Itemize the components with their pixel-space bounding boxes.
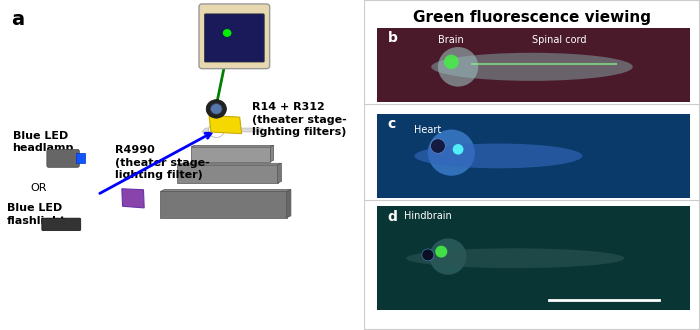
Circle shape [206, 100, 226, 118]
Polygon shape [278, 163, 281, 183]
Circle shape [209, 123, 224, 138]
Circle shape [430, 238, 466, 275]
Circle shape [422, 249, 434, 261]
FancyBboxPatch shape [47, 149, 79, 167]
Text: Blue LED
flashlight: Blue LED flashlight [7, 203, 66, 226]
Bar [377, 114, 690, 198]
Text: Spinal cord: Spinal cord [532, 35, 587, 45]
FancyBboxPatch shape [199, 4, 270, 69]
Circle shape [211, 104, 222, 114]
Bar [76, 153, 85, 163]
Text: Brain: Brain [438, 35, 463, 45]
Polygon shape [176, 163, 281, 165]
FancyBboxPatch shape [42, 218, 80, 231]
Circle shape [453, 144, 463, 154]
Circle shape [428, 129, 475, 176]
Text: a: a [10, 10, 24, 29]
Bar [377, 28, 690, 102]
Polygon shape [122, 189, 144, 208]
Polygon shape [160, 189, 291, 191]
Text: Heart: Heart [414, 125, 442, 135]
Circle shape [438, 47, 478, 86]
Circle shape [444, 54, 458, 69]
Polygon shape [191, 147, 270, 162]
Text: R4990
(theater stage-
lighting filter): R4990 (theater stage- lighting filter) [116, 145, 210, 180]
Polygon shape [270, 146, 274, 162]
Circle shape [435, 246, 447, 257]
Text: d: d [388, 210, 398, 223]
Text: Hindbrain: Hindbrain [405, 211, 452, 221]
Polygon shape [209, 115, 241, 134]
Circle shape [223, 29, 232, 37]
Text: R14 + R312
(theater stage-
lighting filters): R14 + R312 (theater stage- lighting filt… [252, 102, 347, 137]
Text: Green fluorescence viewing: Green fluorescence viewing [413, 10, 651, 25]
Text: Blue LED
headlamp: Blue LED headlamp [13, 131, 74, 153]
Circle shape [430, 139, 445, 153]
Text: b: b [388, 31, 398, 45]
Text: OR: OR [31, 183, 47, 193]
Polygon shape [160, 191, 286, 218]
Polygon shape [202, 128, 263, 132]
Text: c: c [388, 117, 395, 131]
Polygon shape [176, 165, 278, 183]
Polygon shape [286, 189, 291, 218]
Ellipse shape [406, 248, 624, 268]
Polygon shape [191, 146, 274, 147]
Ellipse shape [431, 53, 633, 81]
Ellipse shape [414, 144, 582, 168]
Bar [377, 206, 690, 310]
FancyBboxPatch shape [204, 14, 264, 62]
